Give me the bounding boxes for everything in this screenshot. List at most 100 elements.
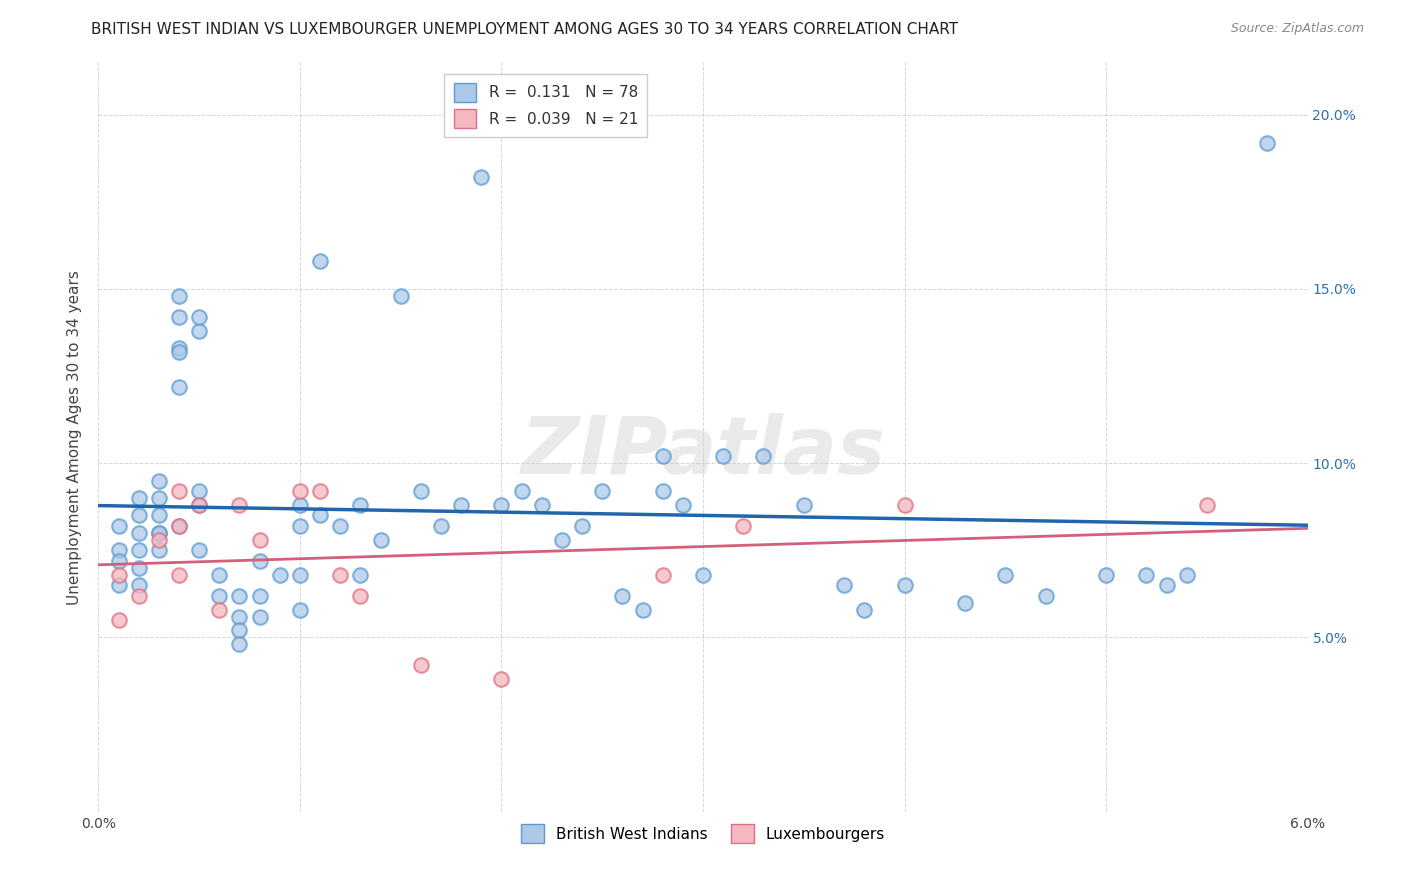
Point [752,449,775,463]
Text: ZIPatlas: ZIPatlas [520,413,886,491]
Point [288,484,311,499]
Point [249,609,271,624]
Point [631,602,654,616]
Point [107,554,129,568]
Point [228,589,250,603]
Point [893,498,915,512]
Point [167,567,190,582]
Point [188,310,211,324]
Point [128,578,150,592]
Point [510,484,533,499]
Point [672,498,695,512]
Point [188,543,211,558]
Point [349,498,371,512]
Text: BRITISH WEST INDIAN VS LUXEMBOURGER UNEMPLOYMENT AMONG AGES 30 TO 34 YEARS CORRE: BRITISH WEST INDIAN VS LUXEMBOURGER UNEM… [91,22,959,37]
Point [450,498,472,512]
Point [430,519,453,533]
Point [128,543,150,558]
Point [148,525,170,540]
Text: Source: ZipAtlas.com: Source: ZipAtlas.com [1230,22,1364,36]
Point [409,658,432,673]
Point [167,484,190,499]
Point [389,289,412,303]
Point [370,533,392,547]
Point [1195,498,1218,512]
Point [167,289,190,303]
Point [208,602,231,616]
Point [349,589,371,603]
Point [107,543,129,558]
Point [1095,567,1118,582]
Point [733,519,755,533]
Point [107,578,129,592]
Point [953,596,976,610]
Point [1256,136,1278,150]
Point [228,624,250,638]
Point [128,525,150,540]
Point [571,519,593,533]
Point [167,310,190,324]
Point [148,491,170,505]
Point [188,484,211,499]
Point [228,637,250,651]
Point [188,324,211,338]
Point [409,484,432,499]
Point [1156,578,1178,592]
Point [148,508,170,523]
Point [309,508,332,523]
Point [107,613,129,627]
Point [228,498,250,512]
Point [591,484,613,499]
Point [893,578,915,592]
Point [329,519,352,533]
Point [208,567,231,582]
Point [793,498,815,512]
Point [853,602,876,616]
Point [167,519,190,533]
Point [167,344,190,359]
Point [228,609,250,624]
Point [269,567,291,582]
Point [128,561,150,575]
Point [1135,567,1157,582]
Point [329,567,352,582]
Point [128,589,150,603]
Point [1035,589,1057,603]
Point [711,449,734,463]
Point [349,567,371,582]
Y-axis label: Unemployment Among Ages 30 to 34 years: Unemployment Among Ages 30 to 34 years [67,269,83,605]
Point [128,508,150,523]
Point [208,589,231,603]
Point [288,602,311,616]
Point [128,491,150,505]
Point [107,519,129,533]
Point [107,567,129,582]
Point [167,341,190,355]
Point [491,673,513,687]
Point [651,484,673,499]
Point [530,498,553,512]
Point [309,484,332,499]
Point [832,578,855,592]
Legend: British West Indians, Luxembourgers: British West Indians, Luxembourgers [515,818,891,849]
Point [148,533,170,547]
Point [309,254,332,268]
Point [612,589,634,603]
Point [551,533,574,547]
Point [188,498,211,512]
Point [994,567,1017,582]
Point [651,449,673,463]
Point [288,498,311,512]
Point [692,567,714,582]
Point [1175,567,1198,582]
Point [470,170,492,185]
Point [249,554,271,568]
Point [249,533,271,547]
Point [148,543,170,558]
Point [148,474,170,488]
Point [651,567,673,582]
Point [167,379,190,393]
Point [288,567,311,582]
Point [188,498,211,512]
Point [288,519,311,533]
